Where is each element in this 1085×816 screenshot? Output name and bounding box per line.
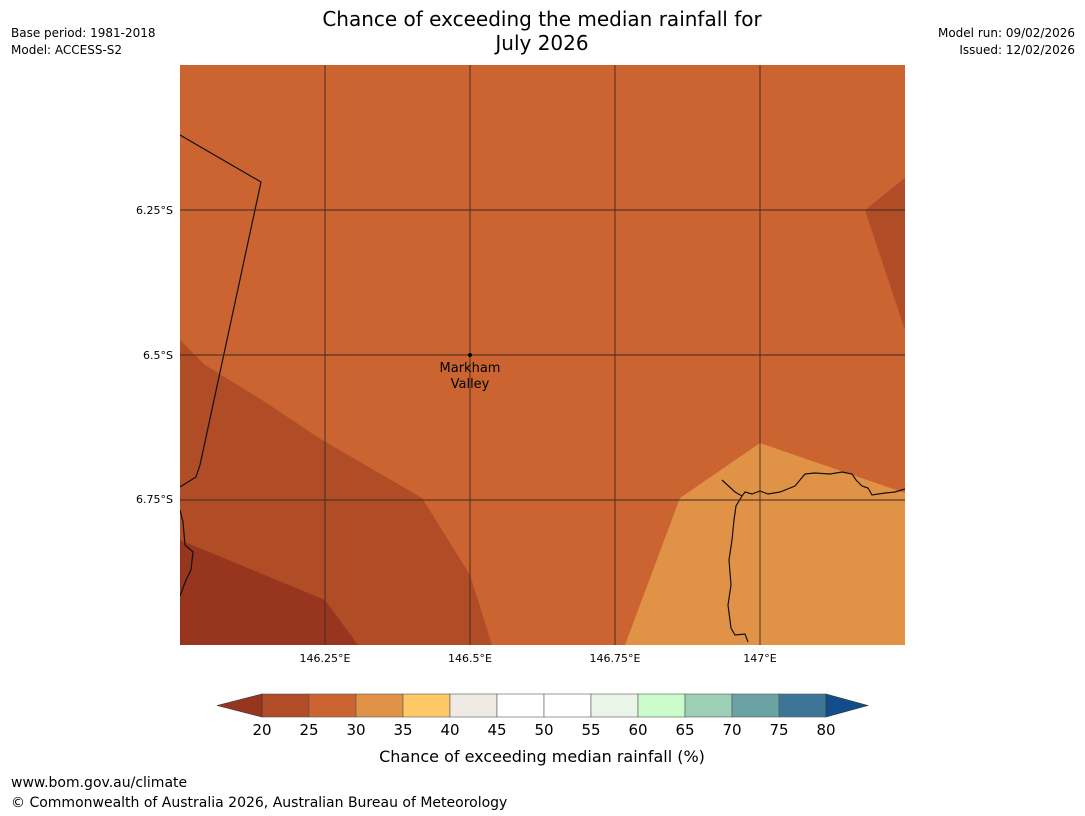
- issued-text: Issued: 12/02/2026: [959, 43, 1075, 57]
- legend-tick-label: 35: [393, 721, 412, 739]
- lat-label-6-75: 6.75°S: [136, 493, 173, 506]
- legend-swatch: [402, 693, 451, 718]
- legend-tick-label: 45: [487, 721, 506, 739]
- place-name-line-1: Markham: [440, 361, 501, 376]
- footer-copyright: © Commonwealth of Australia 2026, Austra…: [11, 795, 508, 811]
- lat-label-6-5: 6.5°S: [143, 349, 173, 362]
- legend-tick-label: 65: [675, 721, 694, 739]
- legend-swatch: [684, 693, 733, 718]
- legend-swatch: [496, 693, 545, 718]
- coastline: [180, 134, 905, 643]
- graticule: [180, 65, 905, 645]
- title-line-1: Chance of exceeding the median rainfall …: [322, 7, 762, 31]
- legend-tick-label: 80: [816, 721, 835, 739]
- river-line: [721, 471, 905, 643]
- footer-url[interactable]: www.bom.gov.au/climate: [11, 775, 188, 791]
- legend-swatch: [590, 693, 639, 718]
- title-line-2: July 2026: [495, 31, 589, 55]
- legend-tick-label: 30: [346, 721, 365, 739]
- lon-label-146-5: 146.5°E: [448, 652, 492, 665]
- legend-tick-labels: 20 25 30 35 40 45 50 55 60 65 70 75 80: [252, 721, 835, 739]
- legend-tick-label: 50: [534, 721, 553, 739]
- region-20-25-west: [180, 340, 492, 645]
- legend-tick-label: 25: [299, 721, 318, 739]
- legend-tick-label: 75: [769, 721, 788, 739]
- legend-under-arrow: [216, 693, 263, 718]
- legend-tick-label: 60: [628, 721, 647, 739]
- region-20-25-east: [865, 178, 905, 330]
- legend-swatch: [449, 693, 498, 718]
- coastline-west: [180, 509, 194, 597]
- legend-over-arrow: [825, 693, 870, 718]
- legend-colorbar: [216, 693, 870, 718]
- lon-axis-labels: 146.25°E 146.5°E 146.75°E 147°E: [300, 652, 777, 665]
- region-below-20: [180, 540, 358, 645]
- legend-swatch: [637, 693, 686, 718]
- legend-swatch: [543, 693, 592, 718]
- lon-label-146-75: 146.75°E: [590, 652, 641, 665]
- legend-tick-label: 70: [722, 721, 741, 739]
- legend-swatch: [355, 693, 404, 718]
- chart-title: Chance of exceeding the median rainfall …: [242, 7, 842, 55]
- legend-tick-label: 20: [252, 721, 271, 739]
- lat-label-6-25: 6.25°S: [136, 204, 173, 217]
- legend-tick-label: 55: [581, 721, 600, 739]
- legend-swatch: [778, 693, 827, 718]
- legend-swatch: [731, 693, 780, 718]
- legend-tick-label: 40: [440, 721, 459, 739]
- base-period-text: Base period: 1981-2018: [11, 26, 156, 40]
- region-30-35: [625, 443, 905, 645]
- map-area: Markham Valley: [180, 65, 905, 645]
- place-marker: [468, 353, 472, 357]
- meta-left: Base period: 1981-2018 Model: ACCESS-S2: [11, 25, 156, 59]
- lon-label-147: 147°E: [743, 652, 776, 665]
- legend-title: Chance of exceeding median rainfall (%): [379, 747, 705, 766]
- model-run-text: Model run: 09/02/2026: [937, 26, 1075, 40]
- place-name-line-2: Valley: [451, 377, 490, 392]
- lat-axis-labels: 6.25°S 6.5°S 6.75°S: [136, 204, 173, 506]
- model-text: Model: ACCESS-S2: [11, 43, 123, 57]
- meta-right: Model run: 09/02/2026 Issued: 12/02/2026: [938, 25, 1075, 59]
- border-line: [180, 134, 262, 488]
- legend-swatch: [308, 693, 357, 718]
- lon-label-146-25: 146.25°E: [300, 652, 351, 665]
- legend-swatch: [261, 693, 310, 718]
